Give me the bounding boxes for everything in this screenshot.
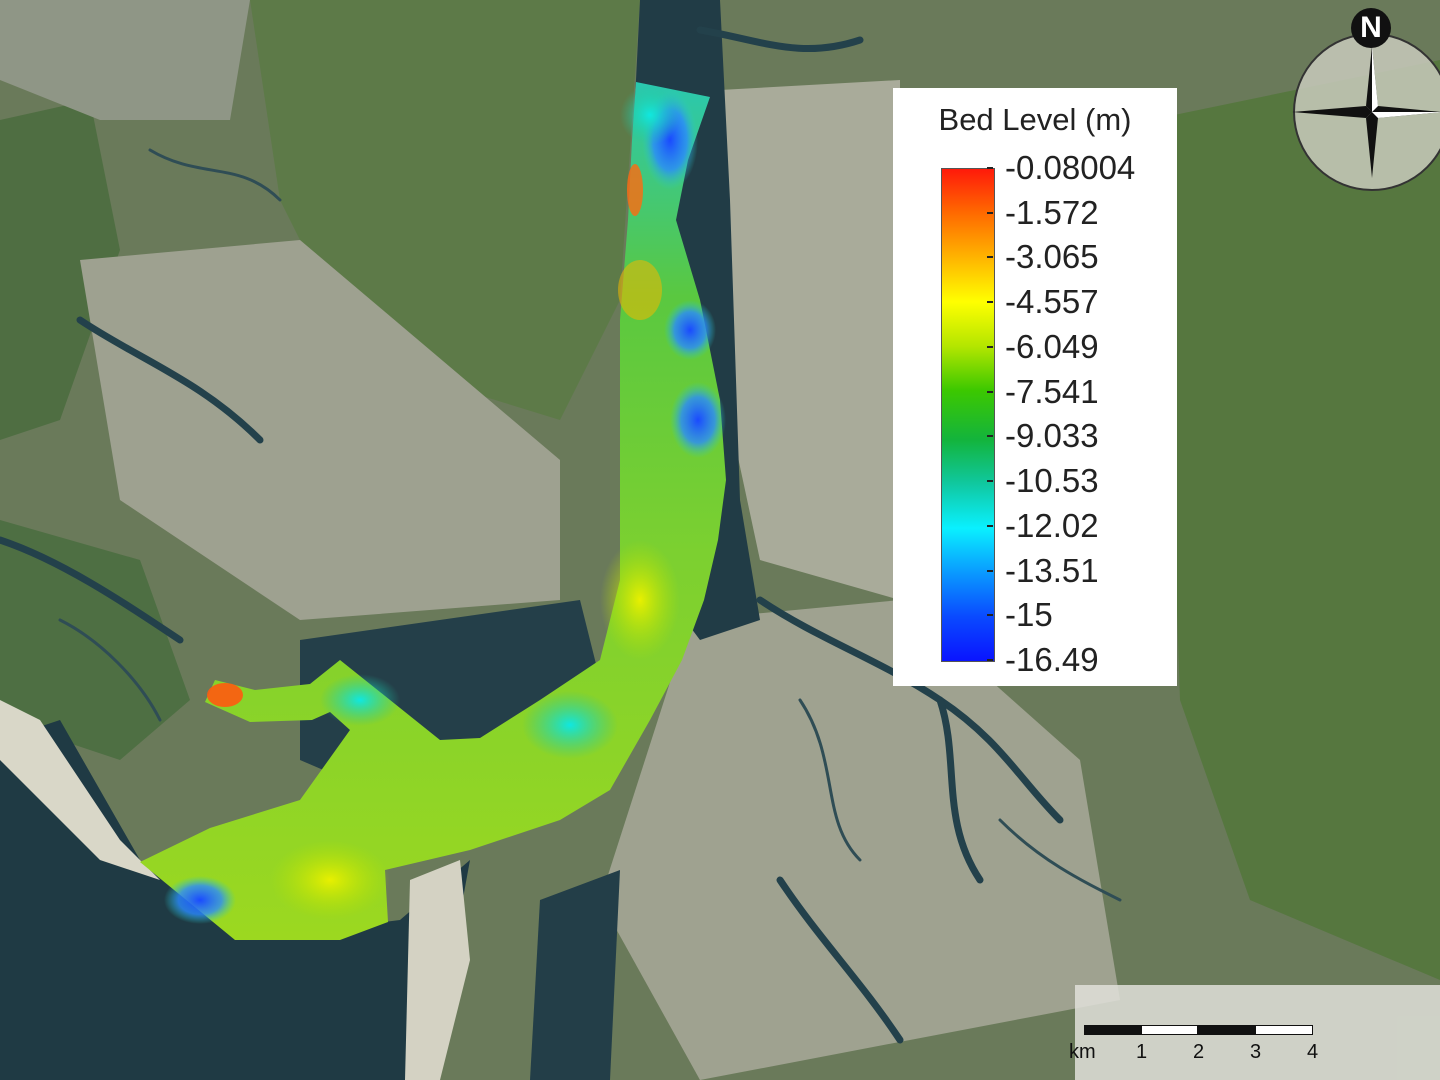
- legend-label: -0.08004: [1005, 149, 1136, 186]
- north-label: N: [1351, 8, 1391, 48]
- legend-label: -10.53: [1005, 462, 1099, 500]
- legend-tick: [987, 167, 993, 169]
- scale-tick-label: 4: [1307, 1041, 1319, 1063]
- scale-tick-label: 2: [1193, 1041, 1205, 1063]
- legend-label: -6.049: [1005, 327, 1099, 365]
- legend-tick: [987, 614, 993, 617]
- legend-tick: [987, 524, 993, 527]
- legend-label: -13.51: [1005, 551, 1099, 589]
- scale-bar: km 1 2 3 4: [1069, 985, 1440, 1080]
- legend-tick: [987, 435, 993, 438]
- legend-label: -12.02: [1005, 506, 1099, 544]
- legend-label: -3.065: [1005, 238, 1099, 276]
- scale-segment: [1141, 1025, 1198, 1035]
- legend-label: -16.49: [1005, 641, 1099, 678]
- compass-rose-icon: [1292, 33, 1440, 191]
- legend-tick: [987, 211, 993, 214]
- bathymetry-layer: [140, 82, 726, 940]
- legend-label: -1.572: [1005, 193, 1099, 231]
- legend-label: -9.033: [1005, 417, 1099, 455]
- legend-tick: [987, 569, 993, 572]
- legend-tick: [987, 480, 993, 483]
- scale-unit: km: [1069, 1041, 1096, 1063]
- legend-tick: [987, 390, 993, 393]
- scale-segment: [1198, 1025, 1255, 1035]
- legend-colorbar: [941, 168, 995, 662]
- north-arrow: [1286, 32, 1440, 197]
- legend-label: -7.541: [1005, 372, 1099, 410]
- legend-tick: [987, 345, 993, 348]
- scale-segment: [1084, 1025, 1141, 1035]
- legend-label: -4.557: [1005, 283, 1099, 321]
- legend-tick: [987, 256, 993, 259]
- scale-segment: [1255, 1025, 1313, 1035]
- legend-title: Bed Level (m): [938, 102, 1132, 137]
- legend-panel: Bed Level (m) -0.08004 -1.572 -3.065 -4.557…: [893, 88, 1177, 686]
- scale-tick-label: 1: [1136, 1041, 1148, 1063]
- legend-label: -15: [1005, 596, 1053, 634]
- legend-tick: [987, 301, 993, 304]
- scale-tick-label: 3: [1250, 1041, 1262, 1063]
- legend-tick: [987, 659, 993, 661]
